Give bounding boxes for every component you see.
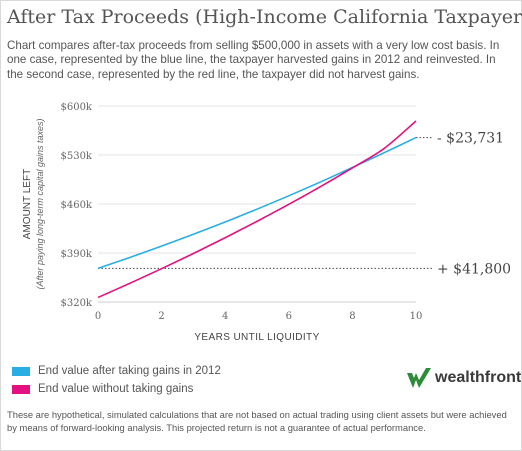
logo-text: wealthfront	[435, 369, 522, 386]
wealthfront-logo-icon	[407, 368, 431, 388]
footnote: These are hypothetical, simulated calcul…	[7, 409, 507, 433]
x-tick-label: 6	[286, 311, 292, 322]
y-axis-subtitle: (After paying long-term capital gains ta…	[35, 118, 45, 289]
y-tick-label: $600k	[60, 102, 92, 113]
legend-item-gains-taken: End value after taking gains in 2012	[12, 365, 221, 377]
wealthfront-logo: wealthfront	[406, 367, 521, 389]
chart-subtitle: Chart compares after-tax proceeds from s…	[7, 39, 500, 81]
legend-swatch-pink	[12, 384, 30, 394]
x-tick-label: 0	[95, 311, 101, 322]
legend-label: End value without taking gains	[38, 383, 194, 395]
legend-label: End value after taking gains in 2012	[38, 365, 221, 377]
legend-item-no-gains: End value without taking gains	[12, 383, 193, 395]
y-tick-label: $320k	[60, 298, 92, 309]
x-tick-label: 10	[410, 311, 423, 322]
series-line-gains-taken	[97, 136, 417, 270]
chart-title: After Tax Proceeds (High-Income Californ…	[7, 6, 522, 28]
legend-swatch-blue	[12, 366, 30, 376]
x-axis-title: YEARS UNTIL LIQUIDITY	[194, 332, 319, 343]
y-tick-label: $530k	[60, 151, 92, 162]
y-axis-title: AMOUNT LEFT	[22, 169, 33, 239]
annotation-label: - $23,731	[437, 131, 504, 147]
y-tick-label: $460k	[60, 200, 92, 211]
x-tick-label: 2	[158, 311, 164, 322]
series-line-no-gains	[97, 120, 417, 299]
x-tick-label: 8	[349, 311, 355, 322]
x-tick-label: 4	[222, 311, 228, 322]
annotation-label: + $41,800	[437, 261, 511, 277]
y-tick-label: $390k	[60, 249, 92, 260]
